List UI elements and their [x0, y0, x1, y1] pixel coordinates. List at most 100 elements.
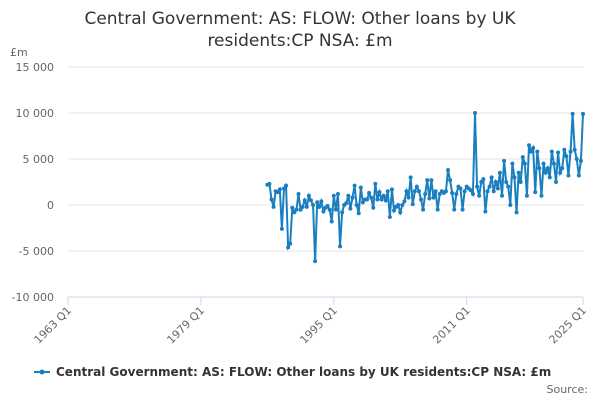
point [383, 198, 388, 203]
point [437, 191, 442, 196]
point [306, 193, 311, 198]
point [373, 181, 378, 186]
point [520, 155, 525, 160]
point [581, 111, 585, 116]
point [329, 219, 334, 224]
point [483, 209, 488, 214]
point [348, 206, 353, 211]
point [321, 209, 326, 214]
point [286, 245, 291, 250]
point [396, 203, 401, 207]
point [566, 173, 571, 178]
point [365, 197, 370, 202]
point [367, 191, 372, 196]
point [512, 175, 517, 180]
point [508, 203, 513, 207]
point [356, 211, 361, 216]
point [475, 184, 480, 189]
y-tick-label: 0 [47, 199, 54, 212]
point [570, 111, 575, 116]
point [473, 111, 478, 115]
point [350, 195, 355, 200]
point [369, 195, 374, 200]
point [317, 204, 322, 209]
point [319, 199, 324, 204]
point [504, 180, 509, 184]
point [271, 204, 276, 209]
point [354, 203, 359, 207]
point [576, 173, 581, 178]
point [485, 189, 490, 194]
point [433, 189, 438, 194]
point [500, 193, 505, 198]
point [568, 149, 573, 154]
point [308, 198, 313, 203]
point [549, 149, 554, 154]
point [479, 180, 484, 184]
point [375, 197, 380, 202]
point [468, 188, 473, 193]
point [402, 199, 407, 204]
point [371, 205, 376, 210]
point [541, 161, 546, 166]
point [275, 190, 280, 195]
x-tick-label: 1963 Q1 [32, 304, 75, 347]
point [458, 186, 463, 191]
point [284, 183, 289, 188]
point [352, 183, 357, 188]
point [298, 207, 303, 212]
point [448, 178, 453, 183]
point [529, 149, 534, 154]
point [535, 149, 540, 154]
point [514, 210, 519, 215]
point [325, 203, 330, 208]
point [377, 190, 382, 195]
point [545, 166, 550, 171]
point [531, 145, 536, 150]
point [302, 198, 307, 203]
point [543, 170, 548, 175]
point [408, 175, 413, 180]
point [381, 193, 386, 198]
point [315, 200, 320, 205]
x-tick-label: 1979 Q1 [164, 304, 207, 347]
point [564, 154, 569, 159]
legend-marker [39, 369, 45, 375]
x-tick-label: 1995 Q1 [297, 304, 340, 347]
point [294, 207, 299, 212]
point [281, 186, 286, 191]
point [578, 158, 583, 163]
point [487, 184, 492, 189]
point [562, 147, 567, 152]
point [450, 191, 455, 196]
point [292, 210, 297, 215]
point [423, 191, 428, 196]
point [379, 197, 384, 202]
point [421, 207, 426, 212]
point [537, 166, 542, 171]
point [454, 191, 459, 196]
point [335, 191, 340, 196]
point [416, 189, 421, 194]
point [427, 196, 432, 201]
point [560, 166, 565, 171]
point [518, 180, 523, 184]
point [491, 189, 496, 194]
point [506, 184, 511, 189]
point [389, 187, 394, 192]
point [398, 210, 403, 215]
point [311, 203, 316, 207]
point [419, 197, 424, 202]
point [358, 185, 363, 190]
point [269, 197, 274, 202]
point [346, 193, 351, 198]
point [551, 161, 556, 166]
source: Source: [547, 383, 589, 396]
point [502, 158, 507, 163]
point [333, 207, 338, 212]
point [510, 161, 515, 166]
point [556, 150, 561, 155]
point [300, 204, 305, 209]
